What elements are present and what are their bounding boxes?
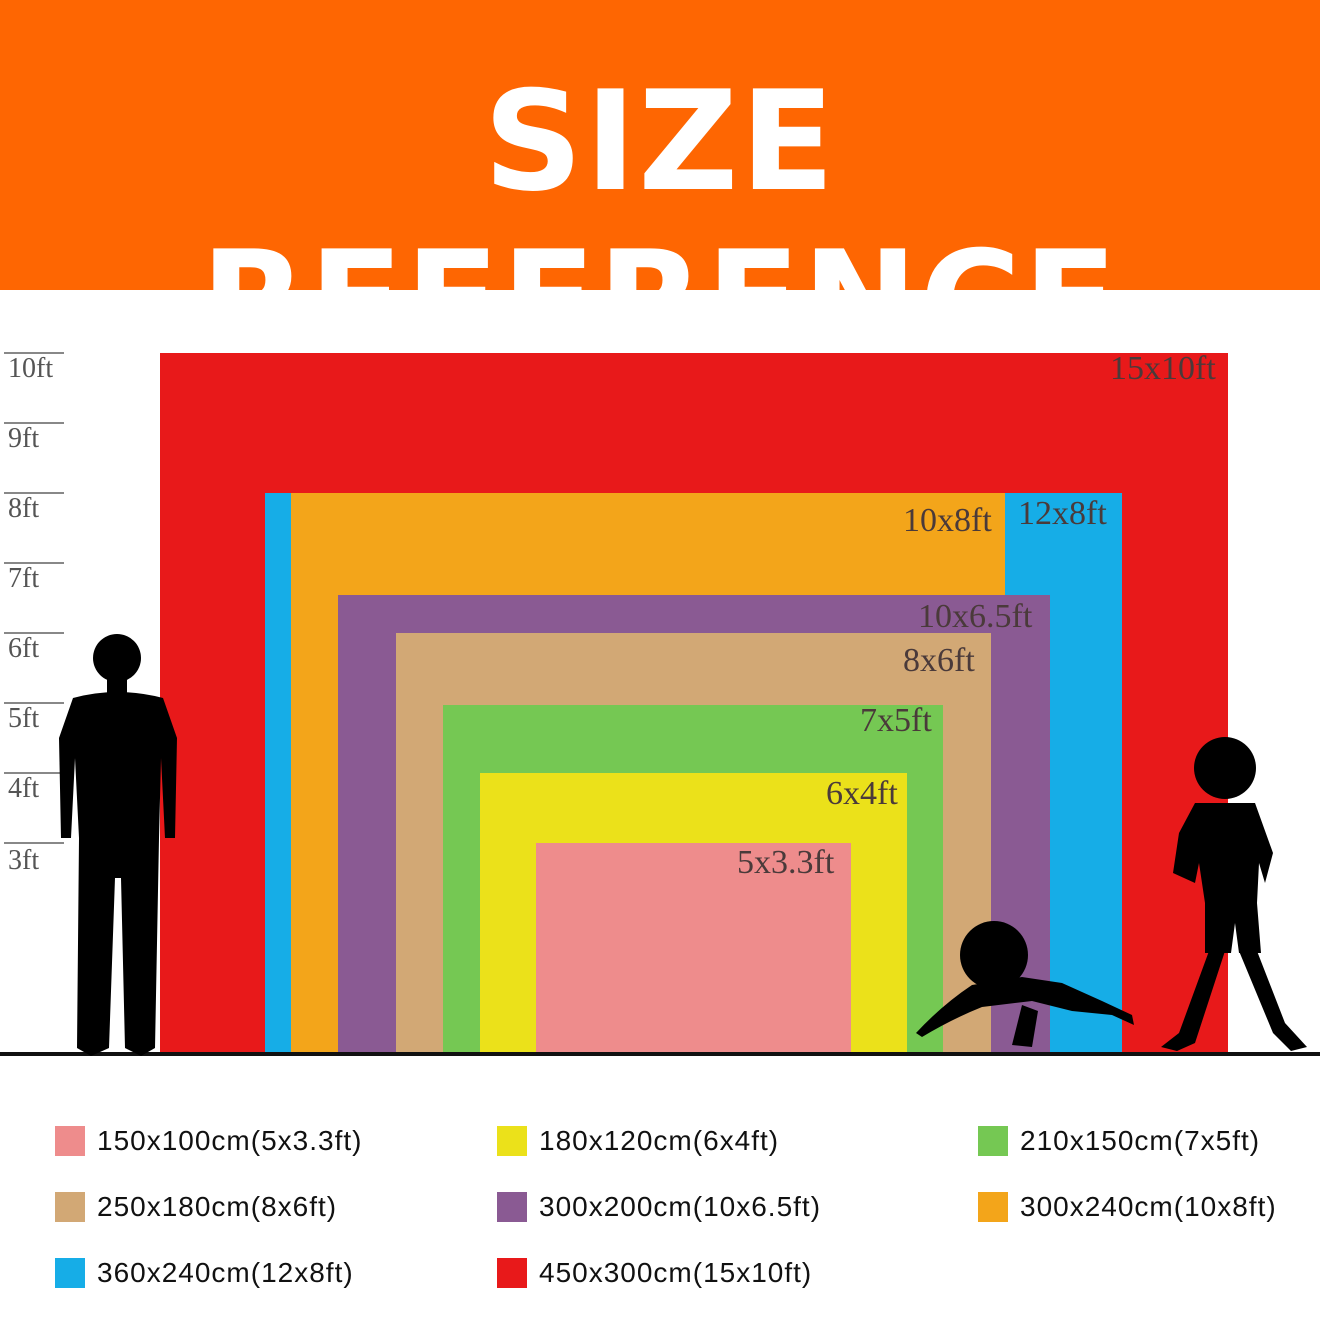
legend-swatch — [497, 1126, 527, 1156]
scale-label: 8ft — [8, 493, 40, 524]
backdrop-label: 7x5ft — [860, 702, 932, 739]
legend-swatch — [55, 1258, 85, 1288]
backdrop-label: 12x8ft — [1018, 495, 1107, 532]
backdrop-5x3.3 — [536, 843, 851, 1053]
scale-tick — [4, 422, 64, 424]
crawling-baby-silhouette-icon — [916, 921, 1134, 1047]
scale-tick — [4, 772, 64, 774]
legend-swatch — [55, 1192, 85, 1222]
ground-line — [0, 1052, 1320, 1056]
legend-item: 450x300cm(15x10ft) — [497, 1257, 812, 1289]
legend-item: 210x150cm(7x5ft) — [978, 1125, 1260, 1157]
legend-label: 300x200cm(10x6.5ft) — [539, 1191, 822, 1222]
scale-tick — [4, 842, 64, 844]
scale-label: 10ft — [8, 353, 54, 384]
scale-label: 5ft — [8, 703, 40, 734]
header-banner: SIZE REFERENCE — [0, 0, 1320, 382]
backdrop-label: 10x6.5ft — [918, 598, 1033, 635]
scale-label: 6ft — [8, 633, 40, 664]
legend-label: 300x240cm(10x8ft) — [1020, 1191, 1277, 1222]
scale-tick — [4, 492, 64, 494]
child-silhouette-icon — [1161, 737, 1307, 1051]
legend-label: 360x240cm(12x8ft) — [97, 1257, 354, 1288]
legend-item: 300x200cm(10x6.5ft) — [497, 1191, 821, 1223]
legend-label: 210x150cm(7x5ft) — [1020, 1125, 1261, 1156]
backdrop-label: 10x8ft — [903, 502, 992, 539]
legend-label: 180x120cm(6x4ft) — [539, 1125, 780, 1156]
legend-item: 250x180cm(8x6ft) — [55, 1191, 337, 1223]
scale-tick — [4, 702, 64, 704]
backdrop-label: 5x3.3ft — [737, 844, 835, 881]
scale-tick — [4, 632, 64, 634]
backdrop-label: 6x4ft — [826, 775, 898, 812]
legend-item: 300x240cm(10x8ft) — [978, 1191, 1277, 1223]
legend-label: 250x180cm(8x6ft) — [97, 1191, 338, 1222]
legend-swatch — [497, 1192, 527, 1222]
legend-label: 450x300cm(15x10ft) — [539, 1257, 813, 1288]
legend-swatch — [978, 1192, 1008, 1222]
legend-swatch — [55, 1126, 85, 1156]
backdrop-label: 15x10ft — [1110, 350, 1216, 387]
scale-label: 4ft — [8, 773, 40, 804]
legend-swatch — [978, 1126, 1008, 1156]
legend-item: 150x100cm(5x3.3ft) — [55, 1125, 362, 1157]
page-title: SIZE REFERENCE — [200, 61, 1120, 382]
adult-man-silhouette-icon — [59, 634, 177, 1056]
scale-label: 3ft — [8, 845, 40, 876]
legend-item: 360x240cm(12x8ft) — [55, 1257, 354, 1289]
scale-label: 7ft — [8, 563, 40, 594]
scale-tick — [4, 562, 64, 564]
legend-swatch — [497, 1258, 527, 1288]
scale-label: 9ft — [8, 423, 40, 454]
backdrop-label: 8x6ft — [903, 642, 975, 679]
scale-tick — [4, 352, 64, 354]
legend-item: 180x120cm(6x4ft) — [497, 1125, 779, 1157]
legend-label: 150x100cm(5x3.3ft) — [97, 1125, 363, 1156]
